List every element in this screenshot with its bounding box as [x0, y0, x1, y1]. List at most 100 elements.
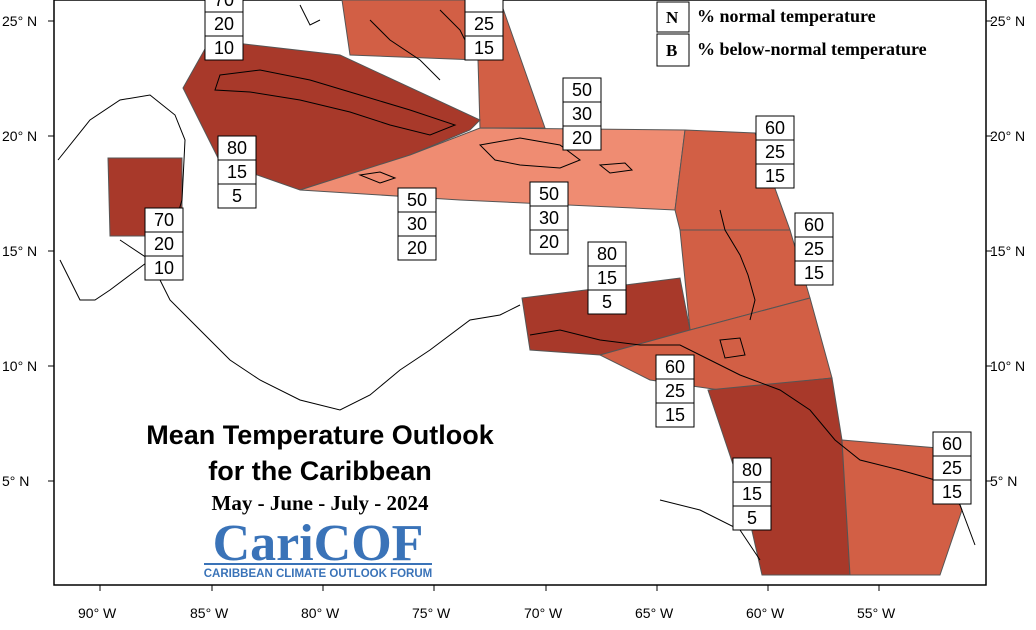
prob-value: 10 — [214, 38, 234, 58]
prob-value: 50 — [407, 190, 427, 210]
map-title-line2: for the Caribbean — [208, 456, 432, 486]
prob-cell — [655, 378, 695, 404]
prob-cell — [655, 402, 695, 428]
prob-value: 15 — [474, 38, 494, 58]
prob-box-hispaniola-south: 50 30 20 — [529, 181, 569, 255]
prob-cell — [794, 260, 834, 286]
prob-value: 5 — [747, 508, 757, 528]
prob-value: 15 — [765, 166, 785, 186]
logo-tagline: CARIBBEAN CLIMATE OUTLOOK FORUM — [204, 568, 433, 580]
prob-cell — [794, 212, 834, 238]
prob-value: 80 — [597, 244, 617, 264]
prob-cell — [397, 235, 437, 261]
prob-value: 15 — [742, 484, 762, 504]
lon-label: 65° W — [635, 605, 674, 621]
prob-value: 20 — [539, 232, 559, 252]
lat-label-left: 10° N — [2, 358, 37, 374]
prob-value: 60 — [665, 357, 685, 377]
longitude-labels: 90° W 85° W 80° W 75° W 70° W 65° W 60° … — [78, 605, 896, 621]
lat-label-left: 5° N — [2, 473, 29, 489]
prob-value: 30 — [539, 208, 559, 228]
prob-cell — [204, 11, 244, 37]
prob-cell — [562, 101, 602, 127]
prob-cell — [204, 35, 244, 61]
probability-boxes: 7020102515801557020105030205030205030206… — [144, 0, 972, 531]
prob-cell — [655, 354, 695, 380]
prob-cell — [755, 115, 795, 141]
prob-value: 15 — [942, 482, 962, 502]
legend-key-box — [656, 33, 690, 67]
legend-text-normal: % normal temperature — [697, 6, 876, 26]
prob-cell — [529, 181, 569, 207]
prob-value: 20 — [572, 128, 592, 148]
lat-label-right: 25° N — [990, 13, 1025, 29]
legend-key-b: B — [666, 41, 677, 60]
prob-value: 70 — [214, 0, 234, 10]
lon-label: 55° W — [857, 605, 896, 621]
legend-text-below: % below-normal temperature — [697, 39, 927, 59]
prob-value: 80 — [227, 138, 247, 158]
legend: N % normal temperature B % below-normal … — [656, 1, 927, 67]
prob-value: 15 — [804, 263, 824, 283]
prob-box-guyana: 80 15 5 — [732, 457, 772, 531]
prob-value: 5 — [232, 186, 242, 206]
lat-label-left: 15° N — [2, 243, 37, 259]
prob-value: 25 — [804, 239, 824, 259]
prob-cell — [464, 0, 504, 13]
prob-cell — [932, 431, 972, 457]
prob-cell — [755, 163, 795, 189]
prob-value: 20 — [154, 234, 174, 254]
prob-value: 15 — [597, 268, 617, 288]
prob-value: 20 — [214, 14, 234, 34]
prob-cell — [144, 255, 184, 281]
prob-box-leeward-islands: 60 25 15 — [755, 115, 795, 189]
prob-value: 80 — [742, 460, 762, 480]
logo-wordmark: CariCOF — [213, 515, 424, 572]
lon-label: 90° W — [78, 605, 117, 621]
lon-label: 80° W — [301, 605, 340, 621]
legend-key-box — [656, 1, 690, 33]
prob-value: 60 — [942, 434, 962, 454]
prob-box-suriname-guiana: 60 25 15 — [932, 431, 972, 505]
lon-label: 70° W — [524, 605, 563, 621]
lon-label: 85° W — [190, 605, 229, 621]
prob-box-jamaica: 50 30 20 — [397, 187, 437, 261]
prob-box-hispaniola-north: 50 30 20 — [562, 77, 602, 151]
map-title-line1: Mean Temperature Outlook — [146, 420, 495, 450]
lon-label: 75° W — [412, 605, 451, 621]
prob-value: 10 — [154, 258, 174, 278]
prob-value: 30 — [407, 214, 427, 234]
prob-value: 5 — [602, 292, 612, 312]
prob-value: 60 — [804, 215, 824, 235]
latitude-labels-left: 25° N 20° N 15° N 10° N 5° N — [2, 13, 37, 489]
prob-value: 25 — [665, 381, 685, 401]
prob-cell — [932, 479, 972, 505]
prob-cell — [587, 265, 627, 291]
prob-value: 60 — [765, 118, 785, 138]
tick-marks — [48, 20, 992, 591]
region-suriname — [841, 439, 963, 576]
caricof-logo: CariCOF CARIBBEAN CLIMATE OUTLOOK FORUM — [204, 515, 433, 580]
prob-cell — [464, 11, 504, 37]
lat-label-left: 20° N — [2, 128, 37, 144]
prob-box-abc-islands: 80 15 5 — [587, 241, 627, 315]
prob-value: 50 — [572, 80, 592, 100]
prob-cell — [144, 231, 184, 257]
prob-value: 20 — [407, 238, 427, 258]
prob-value: 25 — [765, 142, 785, 162]
lon-label: 60° W — [746, 605, 785, 621]
lat-label-left: 25° N — [2, 13, 37, 29]
lat-label-right: 15° N — [990, 243, 1025, 259]
prob-value: 15 — [665, 405, 685, 425]
prob-cell — [932, 455, 972, 481]
prob-value: 70 — [154, 210, 174, 230]
prob-value: 50 — [539, 184, 559, 204]
prob-box-belize-yucatan: 70 20 10 — [144, 207, 184, 281]
prob-box-cuba: 80 15 5 — [217, 135, 257, 209]
prob-value: 25 — [474, 14, 494, 34]
prob-value: 15 — [227, 162, 247, 182]
latitude-labels-right: 25° N 20° N 15° N 10° N 5° N — [990, 13, 1025, 489]
prob-cell — [732, 505, 772, 531]
map-subtitle: May - June - July - 2024 — [212, 491, 429, 515]
